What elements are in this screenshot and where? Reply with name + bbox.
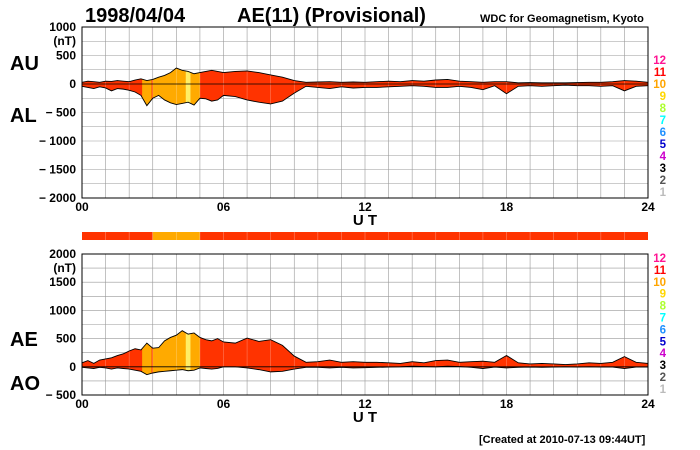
x-tick-label: 24 bbox=[641, 397, 655, 411]
au-al-grid bbox=[82, 27, 648, 198]
date-heading: 1998/04/04 bbox=[85, 5, 186, 27]
x-tick-label: 18 bbox=[500, 397, 514, 411]
scale-level-label: 6 bbox=[660, 324, 666, 336]
scale-level-label: 9 bbox=[660, 91, 666, 103]
scale-level-label: 6 bbox=[660, 127, 666, 139]
status-segment bbox=[82, 232, 153, 240]
y-tick-label: 500 bbox=[56, 49, 76, 63]
scale-level-label: 3 bbox=[660, 360, 666, 372]
scale-level-label: 2 bbox=[660, 372, 666, 384]
unit-label: (nT) bbox=[53, 261, 76, 275]
created-timestamp: [Created at 2010-07-13 09:44UT] bbox=[479, 434, 646, 446]
scale-level-label: 4 bbox=[660, 151, 667, 163]
x-axis-label: U T bbox=[353, 212, 377, 229]
y-tick-label: 2000 bbox=[49, 247, 76, 261]
ae-ao-frame bbox=[81, 253, 649, 396]
activity-band bbox=[185, 68, 191, 106]
scale-level-label: 5 bbox=[660, 336, 667, 348]
scale-level-label: 2 bbox=[660, 175, 666, 187]
x-tick-label: 18 bbox=[500, 200, 514, 214]
index-label-ao: AO bbox=[10, 373, 40, 395]
ae-ao-grid bbox=[82, 254, 648, 395]
y-tick-label: − 1000 bbox=[39, 134, 76, 148]
scale-level-label: 8 bbox=[660, 301, 667, 313]
au-al-panel: 1000 500 0 − 500 − 1000 − 1500 − 2000 (nT) 00 06 1… bbox=[10, 20, 655, 229]
activity-band bbox=[185, 330, 191, 375]
x-tick-label: 12 bbox=[358, 397, 372, 411]
x-tick-label: 12 bbox=[358, 200, 372, 214]
ae-ao-upper-line bbox=[81, 330, 649, 365]
au-al-upper-line bbox=[81, 67, 649, 84]
index-label-al: AL bbox=[10, 105, 37, 127]
scale-level-label: 12 bbox=[653, 253, 666, 265]
y-tick-label: − 500 bbox=[46, 388, 77, 402]
x-tick-label: 24 bbox=[641, 200, 655, 214]
y-tick-label: 1500 bbox=[49, 275, 76, 289]
data-source-label: WDC for Geomagnetism, Kyoto bbox=[480, 13, 644, 25]
scale-level-label: 7 bbox=[660, 313, 666, 325]
scale-level-label: 9 bbox=[660, 289, 666, 301]
unit-label: (nT) bbox=[53, 34, 76, 48]
x-tick-label: 06 bbox=[217, 397, 231, 411]
index-label-au: AU bbox=[10, 53, 39, 75]
scale-level-label: 10 bbox=[653, 277, 666, 289]
scale-level-label: 3 bbox=[660, 163, 666, 175]
scale-level-label: 12 bbox=[653, 55, 666, 67]
x-tick-label: 00 bbox=[75, 200, 89, 214]
activity-band bbox=[142, 68, 152, 106]
x-tick-label: 00 bbox=[75, 397, 89, 411]
scale-level-label: 10 bbox=[653, 79, 666, 91]
au-al-lower-line bbox=[81, 84, 649, 107]
y-tick-label: 500 bbox=[56, 332, 76, 346]
y-tick-label: − 1500 bbox=[39, 163, 76, 177]
index-label-ae: AE bbox=[10, 329, 38, 351]
ae-ao-panel: 2000 1500 1000 500 0 − 500 (nT) 00 06 12 18 24 U T AE… bbox=[10, 247, 655, 426]
scale-level-label: 1 bbox=[660, 187, 667, 199]
y-tick-label: 0 bbox=[69, 360, 76, 374]
y-tick-label: 0 bbox=[69, 77, 76, 91]
figure-title: AE(11) (Provisional) bbox=[237, 5, 426, 27]
au-al-frame bbox=[81, 26, 649, 199]
status-segment bbox=[199, 232, 648, 240]
activity-status-bar bbox=[82, 232, 648, 240]
scale-level-label: 7 bbox=[660, 115, 666, 127]
scale-level-label: 4 bbox=[660, 348, 667, 360]
scale-level-label: 11 bbox=[654, 67, 667, 79]
scale-level-label: 5 bbox=[660, 139, 667, 151]
scale-level-label: 11 bbox=[654, 265, 667, 277]
y-tick-label: 1000 bbox=[49, 303, 76, 317]
x-axis-label: U T bbox=[353, 409, 377, 426]
scale-level-label: 1 bbox=[660, 384, 667, 396]
y-tick-label: 1000 bbox=[49, 20, 76, 34]
scale-level-label: 8 bbox=[660, 103, 667, 115]
status-segment bbox=[152, 232, 200, 240]
y-tick-label: − 500 bbox=[46, 106, 77, 120]
y-tick-label: − 2000 bbox=[39, 191, 76, 205]
x-tick-label: 06 bbox=[217, 200, 231, 214]
activity-band bbox=[142, 330, 152, 375]
